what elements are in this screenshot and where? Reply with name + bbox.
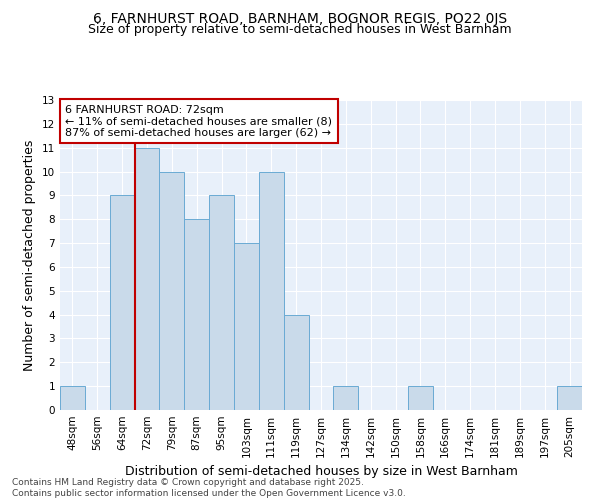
- Text: 6 FARNHURST ROAD: 72sqm
← 11% of semi-detached houses are smaller (8)
87% of sem: 6 FARNHURST ROAD: 72sqm ← 11% of semi-de…: [65, 104, 332, 138]
- Bar: [160, 172, 184, 410]
- Bar: [334, 386, 358, 410]
- Bar: [557, 386, 582, 410]
- Bar: [209, 196, 234, 410]
- Bar: [134, 148, 160, 410]
- Text: Size of property relative to semi-detached houses in West Barnham: Size of property relative to semi-detach…: [88, 24, 512, 36]
- Bar: [259, 172, 284, 410]
- Y-axis label: Number of semi-detached properties: Number of semi-detached properties: [23, 140, 37, 370]
- Bar: [60, 386, 85, 410]
- Bar: [110, 196, 134, 410]
- Bar: [284, 314, 308, 410]
- Text: 6, FARNHURST ROAD, BARNHAM, BOGNOR REGIS, PO22 0JS: 6, FARNHURST ROAD, BARNHAM, BOGNOR REGIS…: [93, 12, 507, 26]
- Bar: [184, 219, 209, 410]
- Text: Contains HM Land Registry data © Crown copyright and database right 2025.
Contai: Contains HM Land Registry data © Crown c…: [12, 478, 406, 498]
- Bar: [234, 243, 259, 410]
- Bar: [408, 386, 433, 410]
- X-axis label: Distribution of semi-detached houses by size in West Barnham: Distribution of semi-detached houses by …: [125, 466, 517, 478]
